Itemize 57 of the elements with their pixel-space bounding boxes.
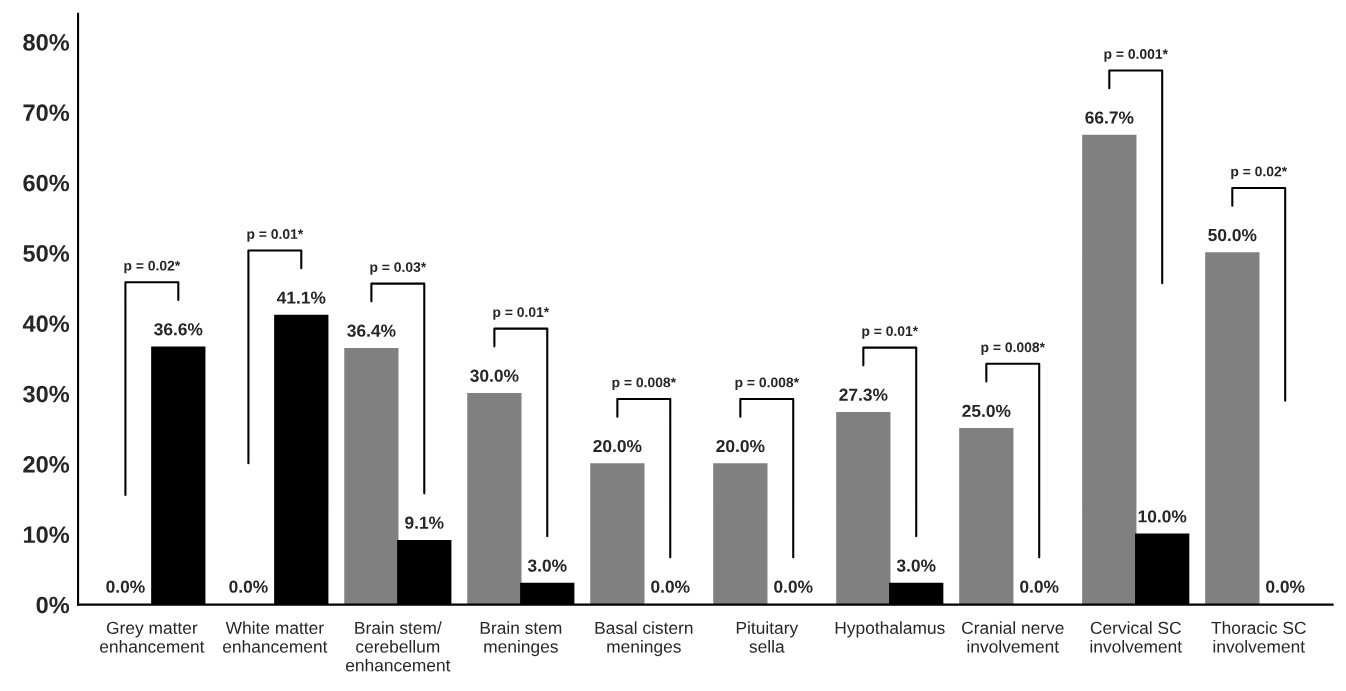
data-label: 36.4% bbox=[347, 324, 396, 337]
annotation: p = 0.01* bbox=[862, 326, 919, 339]
data-label: 66.7% bbox=[1085, 111, 1134, 124]
data-label: 30.0% bbox=[470, 369, 519, 382]
bar bbox=[836, 411, 891, 605]
annotation: p = 0.008* bbox=[981, 342, 1045, 355]
bar bbox=[959, 428, 1014, 605]
data-label: 20.0% bbox=[593, 439, 642, 453]
x-tick-label: Cranial nerve involvement bbox=[962, 621, 1064, 653]
annotation: p = 0.008* bbox=[612, 377, 677, 391]
y-tick-label: 10% bbox=[23, 526, 70, 544]
annotation: p = 0.03* bbox=[370, 262, 427, 275]
data-label: 25.0% bbox=[962, 404, 1011, 418]
y-tick-label: 30% bbox=[23, 385, 70, 403]
data-label: 27.3% bbox=[839, 388, 888, 401]
y-tick-label: 70% bbox=[23, 104, 70, 122]
bar bbox=[590, 463, 645, 605]
data-label: 0.0% bbox=[229, 580, 268, 593]
data-label: 0.0% bbox=[1020, 580, 1059, 593]
x-tick-label: Thoracic SC involvement bbox=[1211, 621, 1306, 653]
bar bbox=[1082, 134, 1137, 605]
x-tick-label: Grey matter enhancement bbox=[100, 621, 205, 653]
data-label: 36.6% bbox=[154, 323, 203, 336]
x-tick-label: White matter enhancement bbox=[222, 621, 328, 653]
y-tick-label: 50% bbox=[23, 245, 70, 262]
data-label: 0.0% bbox=[106, 580, 145, 593]
data-label: 50.0% bbox=[1208, 228, 1257, 242]
y-tick-label: 40% bbox=[22, 315, 70, 333]
y-tick-label: 60% bbox=[23, 174, 70, 192]
data-label: 9.1% bbox=[405, 516, 444, 529]
bar bbox=[344, 347, 399, 605]
bar bbox=[467, 392, 522, 605]
annotation: p = 0.02* bbox=[124, 260, 181, 274]
y-tick-label: 20% bbox=[23, 456, 70, 473]
data-label: 10.0% bbox=[1138, 510, 1187, 523]
x-tick-label: Pituitary sella bbox=[736, 621, 799, 653]
data-label: 0.0% bbox=[1266, 580, 1305, 593]
data-label: 3.0% bbox=[896, 559, 936, 572]
annotation: p = 0.001* bbox=[1104, 49, 1168, 62]
annotation: p = 0.02* bbox=[1231, 166, 1288, 180]
annotation: p = 0.01* bbox=[493, 307, 550, 320]
annotation: p = 0.01* bbox=[247, 229, 304, 242]
bar bbox=[713, 463, 768, 605]
data-label: 0.0% bbox=[774, 580, 813, 593]
y-tick-label: 0% bbox=[36, 596, 70, 614]
x-tick-label: Hypothalamus bbox=[835, 621, 945, 638]
x-tick-label: Basal cistern meninges bbox=[595, 621, 693, 657]
data-label: 0.0% bbox=[651, 580, 690, 593]
data-label: 3.0% bbox=[527, 559, 567, 572]
bar bbox=[1205, 252, 1260, 605]
x-tick-label: Cervical SC involvement bbox=[1090, 621, 1182, 653]
y-tick-label: 80% bbox=[23, 34, 70, 51]
x-tick-label: Brain stem/ cerebellum enhancement bbox=[345, 621, 451, 672]
annotation: p = 0.008* bbox=[735, 377, 800, 391]
data-label: 41.1% bbox=[276, 291, 326, 304]
data-label: 20.0% bbox=[716, 439, 765, 453]
x-tick-label: Brain stem meninges bbox=[480, 621, 562, 657]
